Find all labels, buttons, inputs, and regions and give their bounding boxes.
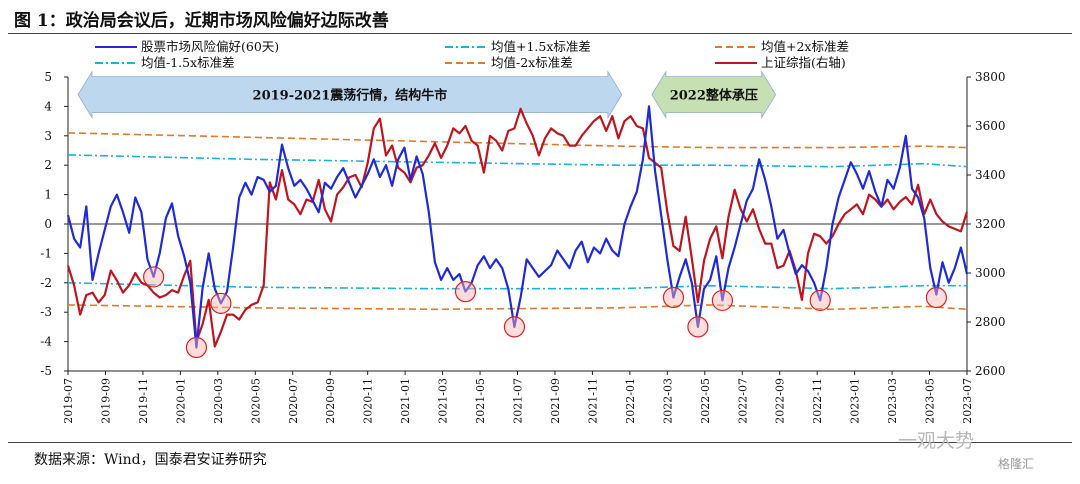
left-tick-label: 0 (44, 217, 52, 231)
legend-label-p15: 均值+1.5x标准差 (491, 39, 591, 54)
legend-label-sh: 上证综指(右轴) (761, 55, 846, 70)
right-tick-label: 2600 (975, 364, 1006, 378)
x-tick-label: 2023-07 (961, 378, 974, 424)
x-tick-label: 2021-07 (512, 378, 525, 424)
watermark-text: 一观大势 (898, 430, 975, 452)
low-point-circle (454, 281, 477, 303)
annotation-label: 2019-2021震荡行情，结构牛市 (253, 88, 448, 104)
x-tick-label: 2019-09 (99, 378, 112, 424)
plus-2sd-line (67, 132, 968, 149)
x-tick-label: 2021-03 (437, 378, 450, 424)
source-rule (8, 442, 1072, 443)
legend-label-m2: 均值-2x标准差 (491, 55, 573, 70)
right-tick-label: 2800 (975, 315, 1006, 329)
left-tick-label: 5 (44, 70, 52, 84)
x-tick-label: 2021-11 (586, 378, 599, 424)
left-tick-label: 4 (44, 99, 52, 113)
low-point-circle (809, 289, 831, 312)
low-point-circle (185, 336, 208, 359)
left-tick-label: -2 (40, 276, 52, 290)
risk-preference-line (66, 105, 969, 349)
annotation-arrow (77, 70, 623, 120)
series-group (66, 105, 969, 349)
x-tick-label: 2022-03 (661, 378, 674, 424)
x-tick-label: 2023-03 (886, 378, 899, 424)
x-tick-label: 2020-01 (174, 378, 187, 424)
x-tick-label: 2020-03 (212, 378, 225, 424)
low-point-circle (687, 316, 709, 338)
annotation-label: 2022整体承压 (670, 88, 758, 104)
x-tick-label: 2020-05 (249, 378, 262, 424)
x-tick-label: 2021-09 (549, 378, 562, 424)
x-tick-label: 2021-01 (399, 378, 412, 424)
left-tick-label: -1 (40, 246, 52, 260)
annotation-arrow (651, 70, 777, 120)
x-tick-label: 2022-01 (624, 378, 637, 424)
legend-label-pref: 股票市场风险偏好(60天) (141, 39, 279, 54)
right-tick-label: 3400 (975, 168, 1006, 182)
low-point-circle (925, 286, 948, 309)
x-tick-label: 2022-09 (774, 378, 787, 424)
plus-1_5sd-line (67, 154, 968, 168)
x-tick-label: 2020-11 (362, 378, 375, 424)
x-tick-label: 2019-11 (137, 378, 150, 424)
axes: -5 -4 -3 -2 -1 0 1 2 3 4 5 2600 2800 3000 3200 3400 3600… (40, 70, 1005, 424)
minus-1_5sd-line (67, 282, 967, 290)
low-point-circle (662, 286, 685, 309)
minus-2sd-line (67, 304, 968, 311)
low-point-markers (143, 266, 948, 359)
annotation-bands: 2019-2021震荡行情，结构牛市 2022整体承压 (77, 70, 777, 120)
title-rule (8, 33, 1072, 34)
watermark-brand: 格隆汇 (998, 457, 1035, 471)
right-tick-label: 3800 (975, 70, 1006, 84)
left-tick-label: -4 (40, 335, 52, 349)
left-tick-label: 3 (44, 129, 52, 143)
left-tick-label: -5 (40, 364, 52, 378)
legend-label-m15: 均值-1.5x标准差 (141, 55, 235, 70)
right-tick-label: 3000 (975, 266, 1006, 280)
x-tick-label: 2023-01 (849, 378, 862, 424)
x-tick-label: 2022-05 (699, 378, 712, 424)
x-tick-label: 2019-07 (62, 378, 75, 424)
x-tick-label: 2020-09 (324, 378, 337, 424)
x-tick-label: 2020-07 (287, 378, 300, 424)
right-tick-label: 3200 (975, 217, 1006, 231)
x-tick-label: 2022-07 (736, 378, 749, 424)
low-point-circle (210, 292, 232, 314)
sse-composite-line (66, 107, 969, 348)
legend-label-p2: 均值+2x标准差 (761, 39, 849, 54)
source-note: 数据来源：Wind，国泰君安证券研究 (34, 452, 267, 468)
left-tick-label: -3 (40, 305, 52, 319)
legend: 股票市场风险偏好(60天) 均值+1.5x标准差 均值+2x标准差均值-1.5x标准… (95, 39, 849, 70)
right-tick-label: 3600 (975, 119, 1006, 133)
figure-title: 图 1：政治局会议后，近期市场风险偏好边际改善 (14, 11, 389, 31)
x-tick-label: 2023-05 (924, 378, 937, 424)
low-point-circle (711, 289, 733, 312)
x-tick-label: 2022-11 (811, 378, 824, 424)
left-tick-label: 2 (44, 158, 52, 172)
x-tick-label: 2021-05 (474, 378, 487, 424)
low-point-circle (503, 316, 526, 338)
low-point-circle (143, 266, 165, 288)
left-tick-label: 1 (44, 188, 52, 202)
